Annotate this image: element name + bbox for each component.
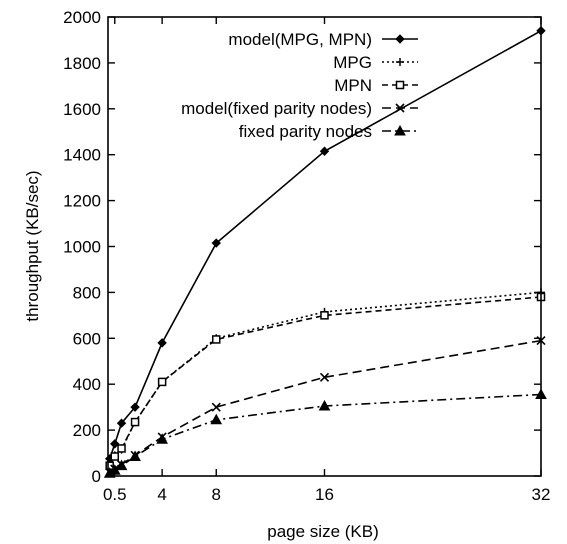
data-point (129, 450, 141, 461)
y-axis-title: throughput (KB/sec) (23, 170, 42, 321)
data-point (116, 418, 127, 428)
legend-label: MPG (333, 53, 372, 72)
legend-label: model(fixed parity nodes) (181, 99, 372, 118)
data-point (115, 459, 128, 471)
x-axis-title: page size (KB) (267, 522, 379, 541)
legend-entry: model(MPG, MPN) (228, 30, 418, 49)
y-tick-label: 0 (92, 467, 101, 486)
legend-marker (395, 103, 405, 113)
data-point (110, 439, 120, 449)
y-tick-label: 400 (73, 375, 101, 394)
series-0 (104, 26, 546, 464)
y-tick-label: 2000 (63, 8, 101, 27)
x-tick-label: 8 (212, 485, 221, 504)
legend-entry: MPG (333, 53, 418, 72)
data-point (110, 452, 120, 461)
series-4 (103, 388, 547, 478)
x-tick-label: 32 (532, 485, 551, 504)
data-point (319, 146, 330, 156)
data-point (156, 433, 168, 444)
y-tick-label: 600 (73, 329, 101, 348)
y-tick-label: 1800 (63, 54, 101, 73)
legend-label: MPN (334, 76, 372, 95)
legend-label: model(MPG, MPN) (228, 30, 372, 49)
data-point (130, 417, 140, 427)
y-tick-label: 200 (73, 421, 101, 440)
legend: model(MPG, MPN) MPG MPN model(fixed parity … (181, 30, 418, 141)
legend-marker (395, 34, 405, 44)
data-point (212, 335, 221, 344)
legend-marker (396, 58, 404, 66)
y-tick-label: 1400 (63, 146, 101, 165)
axes: 0 200 400 600 800 1000 1200 1400 1600 1800 2000 0.5… (63, 8, 550, 504)
x-tick-label: 16 (315, 485, 334, 504)
data-point (319, 372, 330, 382)
x-tick-label: 0.5 (103, 485, 127, 504)
data-point (117, 444, 126, 453)
data-point (211, 238, 221, 248)
series-line (109, 296, 542, 467)
data-point (211, 402, 221, 412)
y-tick-label: 1200 (63, 192, 101, 211)
legend-entry: fixed parity nodes (239, 122, 418, 141)
legend-marker (394, 124, 406, 136)
data-point (210, 413, 223, 425)
series-2 (105, 292, 546, 470)
data-point (130, 402, 140, 412)
series-line (108, 30, 542, 460)
legend-label: fixed parity nodes (239, 122, 372, 141)
legend-entry: MPN (334, 76, 418, 95)
legend-marker (395, 80, 405, 90)
y-tick-label: 1000 (63, 238, 101, 257)
data-point (157, 338, 167, 348)
plot-area (103, 26, 547, 478)
legend-entry: model(fixed parity nodes) (181, 99, 418, 118)
data-point (318, 399, 331, 411)
x-tick-label: 4 (157, 485, 166, 504)
y-tick-label: 1600 (63, 100, 101, 119)
data-point (157, 377, 167, 387)
data-point (320, 311, 329, 320)
y-tick-label: 800 (73, 283, 101, 302)
